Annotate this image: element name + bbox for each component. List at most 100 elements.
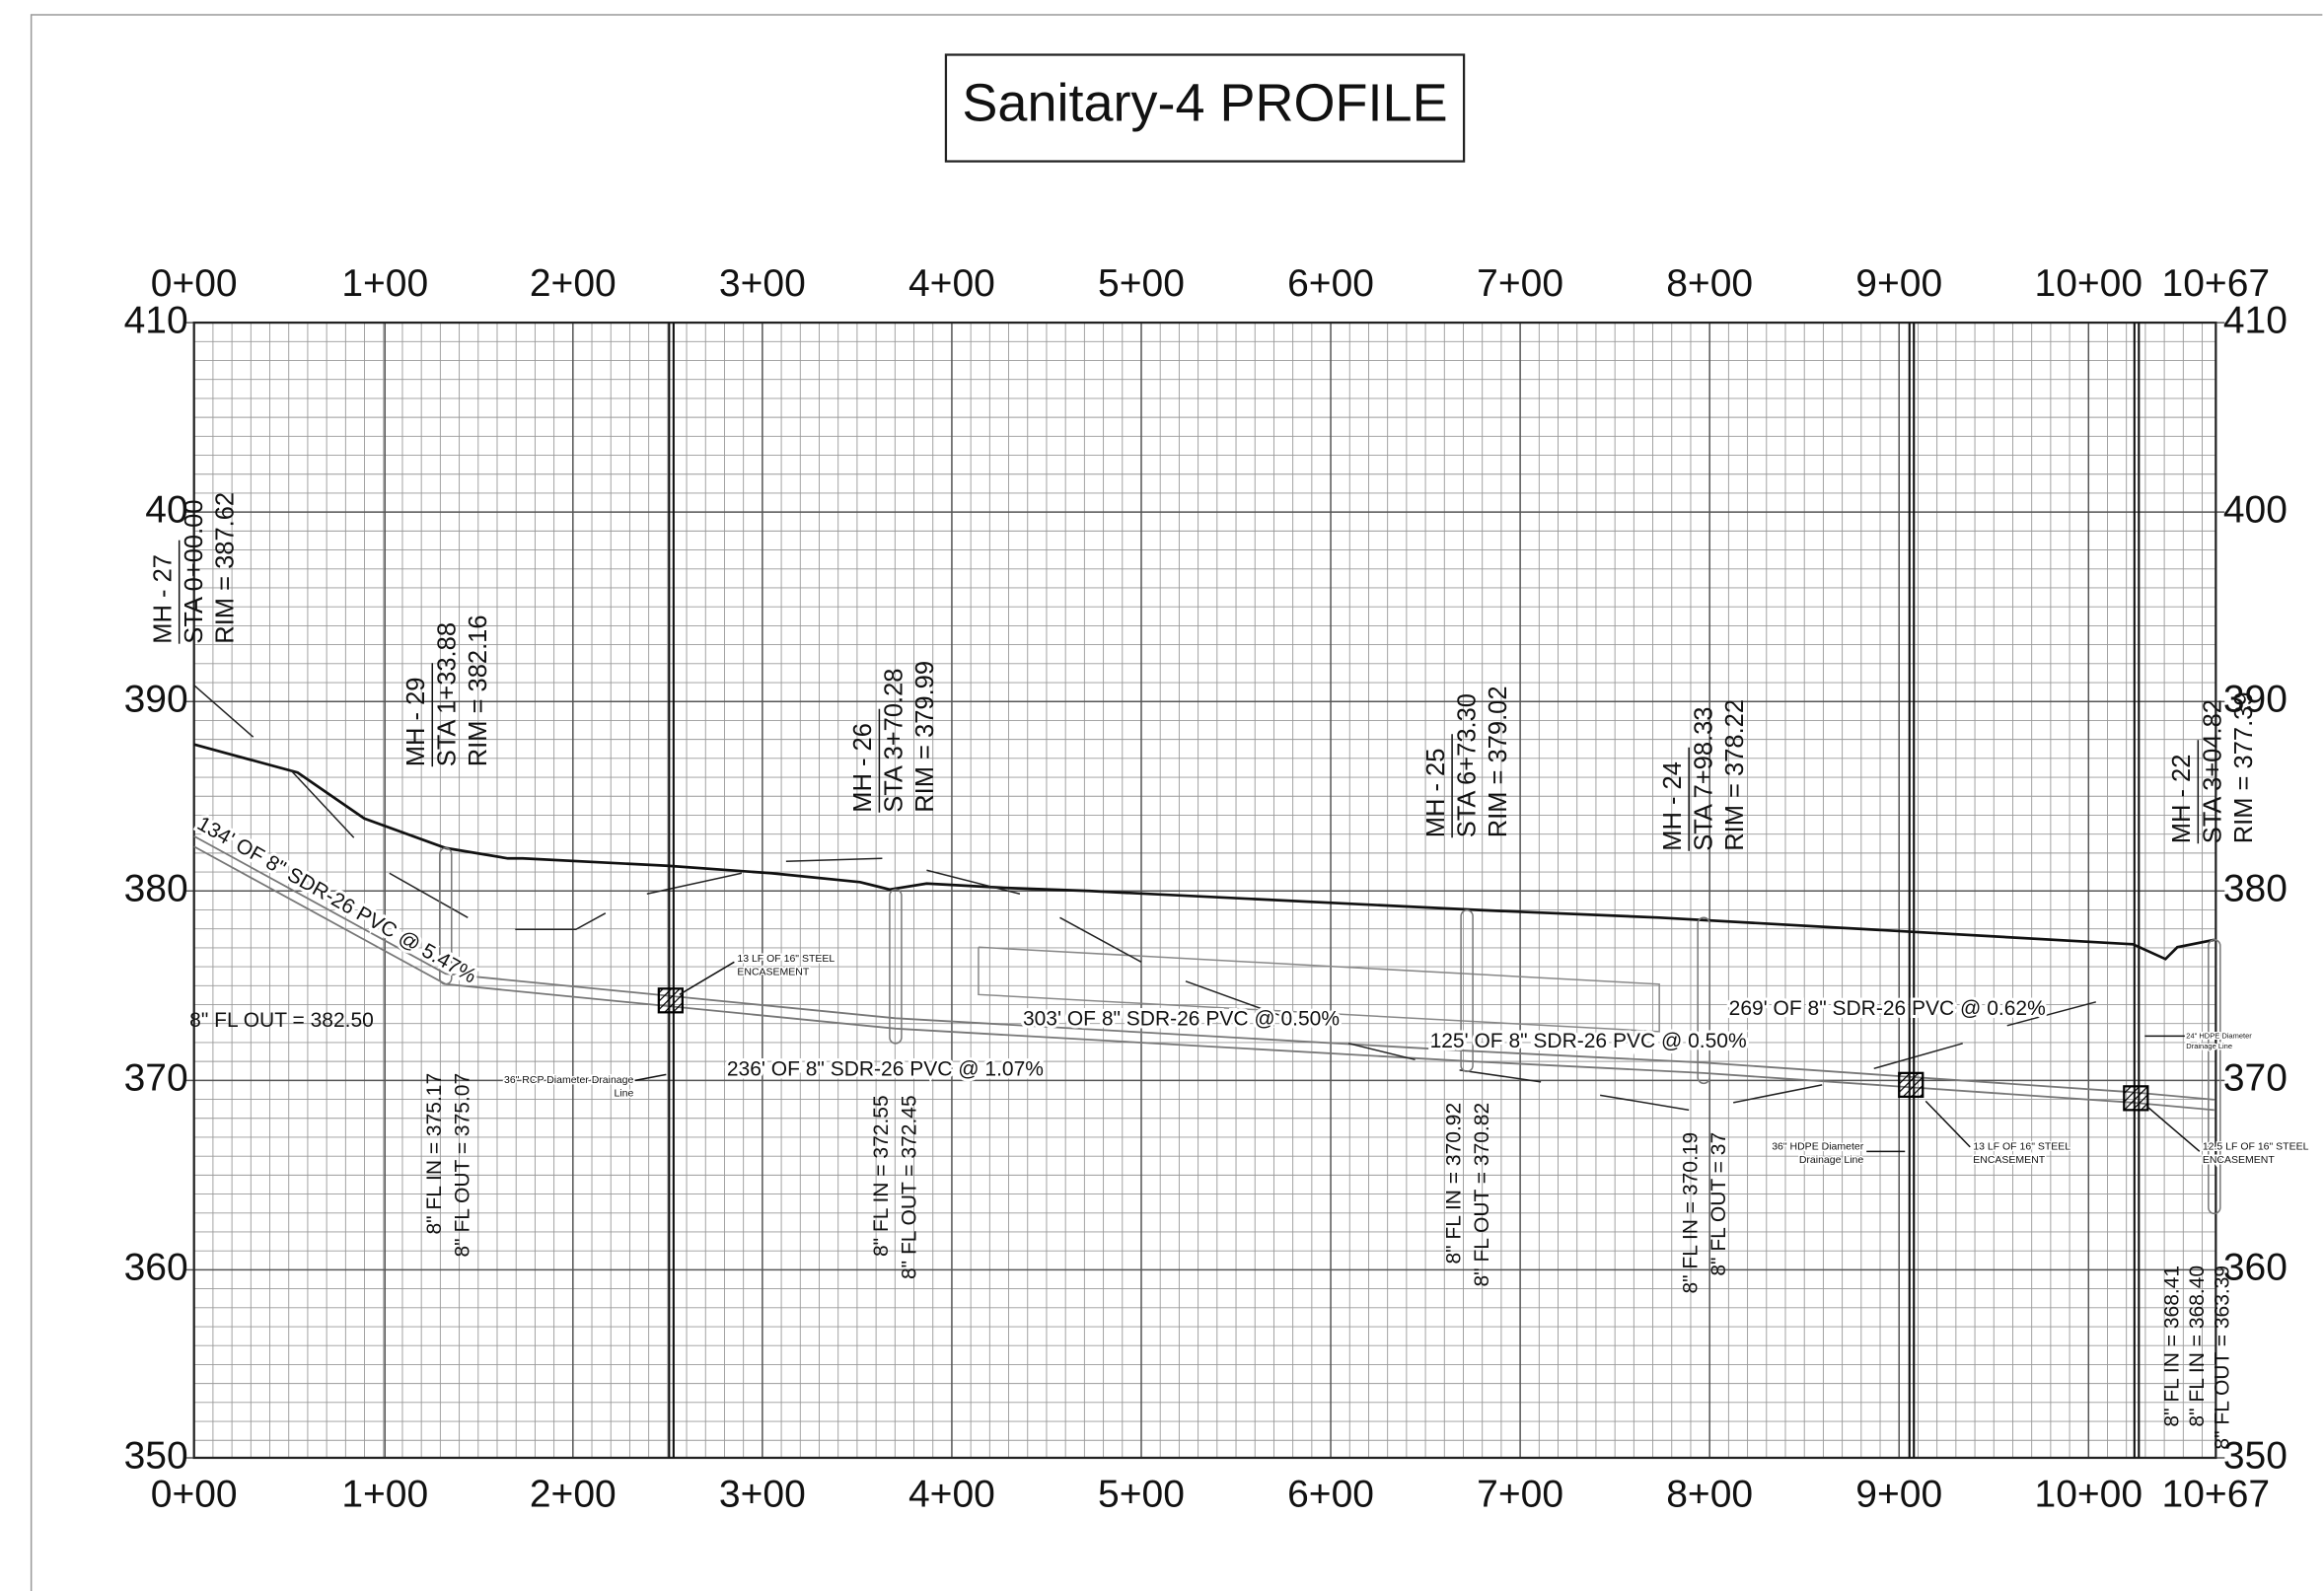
note-text: ENCASEMENT bbox=[2203, 1154, 2276, 1166]
encasement bbox=[1898, 1071, 1925, 1098]
manhole-name: MH - 25 bbox=[1422, 749, 1450, 838]
flow-line-label: 8" FL OUT = 372.45 bbox=[898, 1095, 920, 1279]
station-label: 6+00 bbox=[1287, 262, 1374, 305]
note-text: 12.5 LF OF 16" STEEL bbox=[2203, 1141, 2309, 1153]
station-label: 10+00 bbox=[2035, 1473, 2143, 1515]
leader-line bbox=[1925, 1100, 1971, 1148]
elevation-label: 370 bbox=[2223, 1057, 2288, 1100]
pipe-label: 125' OF 8" SDR-26 PVC @ 0.50% bbox=[1430, 1030, 1747, 1052]
sheet-border bbox=[30, 14, 2323, 1591]
pipe-label: 303' OF 8" SDR-26 PVC @ 0.50% bbox=[1023, 1007, 1340, 1030]
flow-line-label: 8" FL IN = 370.92 bbox=[1443, 1103, 1466, 1265]
manhole-name: MH - 22 bbox=[2168, 755, 2196, 844]
station-label: 3+00 bbox=[719, 262, 806, 305]
pipe-label: 269' OF 8" SDR-26 PVC @ 0.62% bbox=[1729, 997, 2046, 1020]
encasement bbox=[2123, 1085, 2149, 1112]
station-label: 4+00 bbox=[908, 1473, 995, 1515]
manhole-station: STA 0+00.00 bbox=[181, 499, 208, 643]
existing-line bbox=[389, 872, 469, 918]
flow-line-label: 8" FL OUT = 37 bbox=[1707, 1132, 1730, 1276]
existing-line bbox=[785, 857, 883, 863]
manhole bbox=[2208, 939, 2221, 1215]
manhole bbox=[889, 889, 903, 1045]
station-label: 6+00 bbox=[1287, 1473, 1374, 1515]
note-text: 13 LF OF 16" STEEL bbox=[1973, 1141, 2070, 1153]
note-text: 13 LF OF 16" STEEL bbox=[737, 953, 835, 965]
manhole-name: MH - 27 bbox=[149, 554, 177, 644]
profile-lines bbox=[193, 323, 2221, 1458]
manhole-station: STA 3+04.82 bbox=[2200, 699, 2227, 843]
elevation-label: 350 bbox=[2223, 1434, 2288, 1477]
station-label: 8+00 bbox=[1666, 1473, 1753, 1515]
station-label: 1+00 bbox=[341, 1473, 428, 1515]
existing-line bbox=[1873, 1043, 1963, 1070]
manhole bbox=[1460, 909, 1474, 1073]
utility-outline bbox=[978, 946, 1660, 1033]
note-text: 36" RCP Diameter Drainage bbox=[504, 1074, 634, 1086]
manhole-station: STA 1+33.88 bbox=[434, 622, 462, 766]
existing-line bbox=[1185, 980, 1305, 1026]
manhole-station: STA 6+73.30 bbox=[1453, 693, 1481, 837]
note-text: ENCASEMENT bbox=[1973, 1154, 2046, 1166]
station-label: 0+00 bbox=[151, 1473, 238, 1515]
elevation-label: 350 bbox=[124, 1434, 188, 1477]
manhole-rim: RIM = 379.99 bbox=[911, 661, 939, 813]
station-label: 5+00 bbox=[1098, 262, 1185, 305]
note-text: Drainage Line bbox=[2186, 1042, 2232, 1050]
note-text: ENCASEMENT bbox=[737, 967, 810, 978]
manhole-station: STA 3+70.28 bbox=[881, 668, 908, 812]
station-label: 9+00 bbox=[1855, 1473, 1942, 1515]
existing-line bbox=[1600, 1094, 1690, 1112]
flow-line-label: 8" FL IN = 372.55 bbox=[870, 1095, 893, 1257]
title: Sanitary-4 PROFILE bbox=[962, 73, 1447, 132]
grid bbox=[184, 321, 2225, 1460]
elevation-label: 410 bbox=[2223, 299, 2288, 341]
leader-line bbox=[634, 1073, 667, 1082]
existing-line bbox=[646, 872, 743, 896]
encasement bbox=[657, 987, 684, 1014]
grid-frame bbox=[192, 321, 2217, 1460]
station-label: 5+00 bbox=[1098, 1473, 1185, 1515]
existing-line bbox=[926, 869, 1021, 896]
flow-line-label: 8" FL OUT = 375.07 bbox=[451, 1073, 473, 1258]
elevation-label: 410 bbox=[124, 299, 188, 341]
pipe-label: 236' OF 8" SDR-26 PVC @ 1.07% bbox=[727, 1057, 1044, 1080]
flow-line-label: 8" FL OUT = 370.82 bbox=[1471, 1103, 1493, 1287]
flow-line-label: 8" FL IN = 370.19 bbox=[1680, 1132, 1703, 1294]
manhole-name: MH - 26 bbox=[849, 723, 877, 813]
manhole-rim: RIM = 378.22 bbox=[1721, 699, 1749, 851]
title-box bbox=[944, 53, 1466, 163]
station-label: 2+00 bbox=[530, 1473, 617, 1515]
existing-line bbox=[1733, 1084, 1823, 1104]
manhole-name: MH - 29 bbox=[402, 678, 430, 767]
existing-line bbox=[193, 685, 254, 738]
elevation-label: 390 bbox=[124, 679, 188, 721]
station-label: 1+00 bbox=[341, 262, 428, 305]
existing-line bbox=[1059, 916, 1142, 963]
elevation-label: 360 bbox=[124, 1247, 188, 1289]
flow-line-label: 8" FL IN = 368.40 bbox=[2186, 1266, 2209, 1427]
note-text: Line bbox=[614, 1088, 633, 1100]
station-label: 10+00 bbox=[2035, 262, 2143, 305]
elevation-label: 400 bbox=[2223, 488, 2288, 531]
elevation-label: 360 bbox=[2223, 1247, 2288, 1289]
station-label: 10+67 bbox=[2162, 262, 2271, 305]
station-label: 0+00 bbox=[151, 262, 238, 305]
elevation-label: 380 bbox=[2223, 868, 2288, 910]
station-label: 8+00 bbox=[1666, 262, 1753, 305]
manhole-rim: RIM = 387.62 bbox=[211, 492, 239, 644]
manhole-rim: RIM = 377.39 bbox=[2230, 691, 2258, 843]
existing-line bbox=[1347, 1043, 1416, 1061]
elevation-label: 390 bbox=[2223, 679, 2288, 721]
station-label: 7+00 bbox=[1477, 1473, 1563, 1515]
leader-line bbox=[2146, 1106, 2201, 1152]
elevation-label: 370 bbox=[124, 1057, 188, 1100]
manhole-station: STA 7+98.33 bbox=[1690, 707, 1717, 851]
note-text: 24" HDPE Diameter bbox=[2186, 1031, 2252, 1040]
station-label: 3+00 bbox=[719, 1473, 806, 1515]
station-label: 2+00 bbox=[530, 262, 617, 305]
existing-line bbox=[2006, 1001, 2096, 1027]
flow-line-label: 8" FL OUT = 382.50 bbox=[189, 1009, 374, 1032]
